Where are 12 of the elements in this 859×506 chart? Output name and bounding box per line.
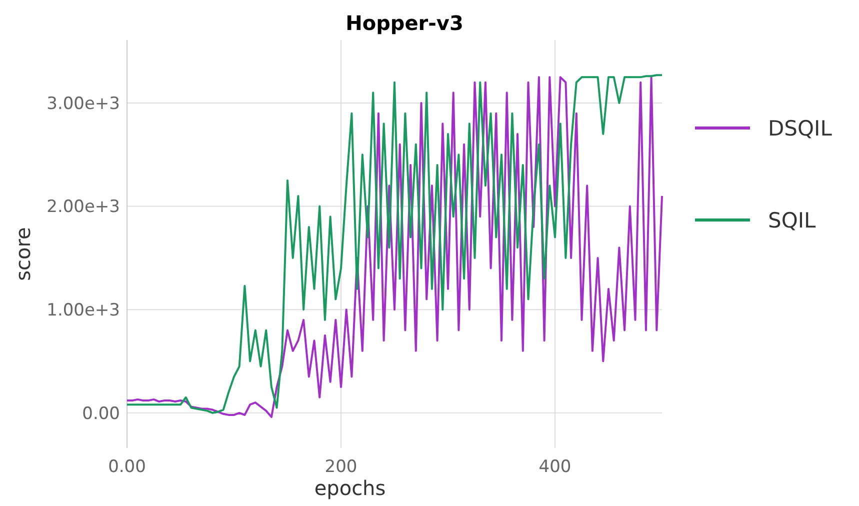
y-axis-title: score bbox=[11, 227, 35, 281]
x-tick-label: 400 bbox=[538, 457, 572, 477]
x-tick-label: 0.00 bbox=[108, 457, 146, 477]
legend-label: SQIL bbox=[768, 208, 816, 232]
x-axis-title: epochs bbox=[314, 476, 386, 500]
y-tick-label: 0.00 bbox=[82, 404, 120, 424]
y-tick-label: 3.00e+3 bbox=[46, 94, 120, 114]
legend-label: DSQIL bbox=[768, 116, 832, 140]
x-tick-label: 200 bbox=[324, 457, 358, 477]
chart-title: Hopper-v3 bbox=[346, 11, 464, 35]
y-tick-label: 2.00e+3 bbox=[46, 197, 120, 218]
y-tick-label: 1.00e+3 bbox=[46, 300, 120, 321]
